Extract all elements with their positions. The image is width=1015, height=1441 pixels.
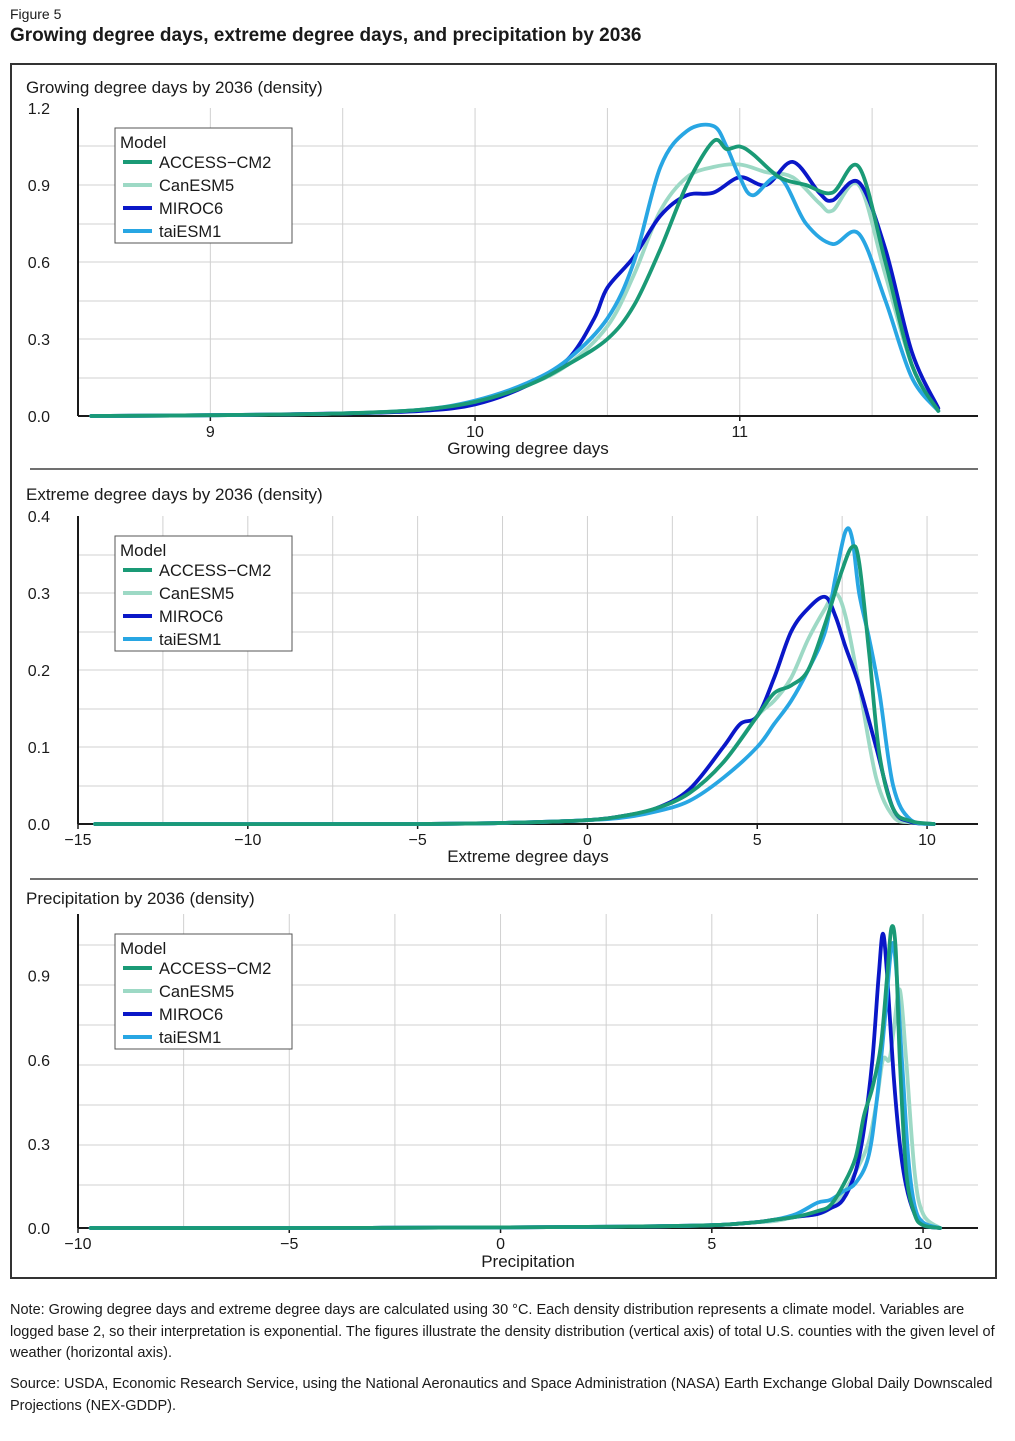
series-line-access-cm2 bbox=[89, 138, 941, 418]
x-tick-label: 10 bbox=[914, 1236, 932, 1253]
legend-entry: CanESM5 bbox=[159, 585, 234, 603]
series-line-access-cm2 bbox=[93, 544, 936, 827]
y-tick-label: 0.6 bbox=[28, 1053, 50, 1070]
x-tick-label: 5 bbox=[707, 1236, 716, 1253]
x-tick-label: 10 bbox=[466, 424, 484, 441]
figure-title: Growing degree days, extreme degree days… bbox=[10, 25, 642, 46]
x-tick-label: −10 bbox=[234, 832, 261, 849]
y-tick-label: 0.9 bbox=[28, 178, 50, 195]
legend-box bbox=[114, 535, 293, 652]
legend-entry: ACCESS−CM2 bbox=[159, 960, 271, 978]
y-tick-label: 0.0 bbox=[28, 1221, 50, 1238]
y-tick-label: 0.0 bbox=[28, 409, 50, 426]
legend-entry: CanESM5 bbox=[159, 983, 234, 1001]
y-tick-label: 1.2 bbox=[28, 101, 50, 118]
x-tick-label: 5 bbox=[753, 832, 762, 849]
x-tick-label: −5 bbox=[280, 1236, 298, 1253]
figure-label: Figure 5 bbox=[10, 6, 62, 22]
x-tick-label: 10 bbox=[918, 832, 936, 849]
chart-title: Precipitation by 2036 (density) bbox=[26, 889, 255, 908]
legend-title: Model bbox=[120, 939, 166, 958]
x-axis-label: Precipitation bbox=[481, 1252, 575, 1271]
legend-entry: MIROC6 bbox=[159, 608, 223, 626]
x-tick-label: 11 bbox=[731, 424, 748, 441]
y-tick-label: 0.0 bbox=[28, 817, 50, 834]
legend-entry: ACCESS−CM2 bbox=[159, 154, 271, 172]
legend-entry: taiESM1 bbox=[159, 1029, 221, 1047]
x-tick-label: 9 bbox=[206, 424, 215, 441]
legend-entry: taiESM1 bbox=[159, 223, 221, 241]
y-tick-label: 0.6 bbox=[28, 255, 50, 272]
figure-source: Source: USDA, Economic Research Service,… bbox=[10, 1376, 993, 1414]
x-tick-label: −15 bbox=[64, 832, 91, 849]
legend-entry: ACCESS−CM2 bbox=[159, 562, 271, 580]
series-line-access-cm2 bbox=[88, 924, 942, 1230]
x-tick-label: −10 bbox=[64, 1236, 91, 1253]
legend-entry: taiESM1 bbox=[159, 631, 221, 649]
legend-title: Model bbox=[120, 133, 166, 152]
y-tick-label: 0.1 bbox=[28, 740, 50, 757]
y-tick-label: 0.2 bbox=[28, 663, 50, 680]
x-tick-label: 0 bbox=[583, 832, 592, 849]
chart-title: Extreme degree days by 2036 (density) bbox=[26, 485, 323, 504]
chart-title: Growing degree days by 2036 (density) bbox=[26, 78, 323, 97]
legend-entry: MIROC6 bbox=[159, 1006, 223, 1024]
figure-note: Note: Growing degree days and extreme de… bbox=[10, 1302, 995, 1361]
x-axis-label: Growing degree days bbox=[447, 439, 609, 458]
legend-entry: MIROC6 bbox=[159, 200, 223, 218]
x-tick-label: −5 bbox=[408, 832, 426, 849]
y-tick-label: 0.3 bbox=[28, 586, 50, 603]
y-tick-label: 0.9 bbox=[28, 969, 50, 986]
x-tick-label: 0 bbox=[496, 1236, 505, 1253]
legend-title: Model bbox=[120, 541, 166, 560]
x-axis-label: Extreme degree days bbox=[447, 847, 609, 866]
legend-entry: CanESM5 bbox=[159, 177, 234, 195]
y-tick-label: 0.3 bbox=[28, 332, 50, 349]
y-tick-label: 0.4 bbox=[28, 509, 50, 526]
y-tick-label: 0.3 bbox=[28, 1137, 50, 1154]
figure-frame bbox=[10, 63, 997, 1279]
